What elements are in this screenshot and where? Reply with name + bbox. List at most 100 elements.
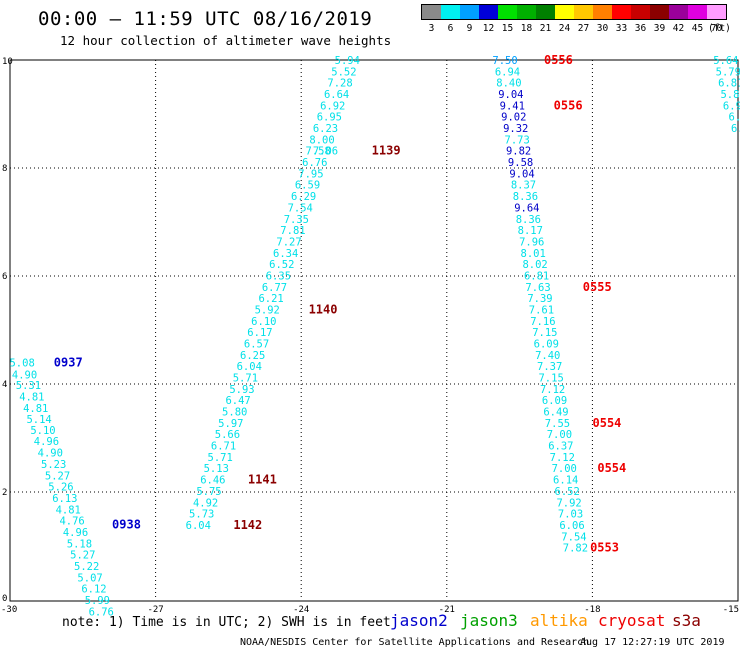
wave-height-point: 7.37 — [537, 361, 562, 373]
wave-height-point: 6.46 — [200, 475, 225, 487]
wave-height-point: 8.40 — [496, 78, 521, 90]
wave-height-point: 7.63 — [525, 282, 550, 294]
y-tick-label: 0 — [2, 594, 7, 604]
wave-height-point: 7.81 — [280, 225, 305, 237]
wave-height-point: 5.93 — [229, 384, 254, 396]
legend-label: 70 — [711, 23, 723, 34]
wave-height-point: 6.52 — [269, 259, 294, 271]
wave-height-point: 6.76 — [89, 606, 114, 618]
wave-height-point: 8.01 — [521, 248, 546, 260]
wave-height-point: 6.21 — [258, 293, 283, 305]
footer-note: note: 1) Time is in UTC; 2) SWH is in fe… — [62, 615, 391, 630]
wave-height-point: 6.81 — [718, 78, 740, 90]
wave-height-point: 7.54 — [288, 202, 313, 214]
wave-height-point: 5.14 — [26, 414, 51, 426]
wave-height-point: 7.50 — [492, 55, 517, 67]
wave-height-point: 7.15 — [538, 373, 563, 385]
wave-height-point: 7.55 — [545, 418, 570, 430]
wave-height-point: 6.37 — [548, 441, 573, 453]
wave-height-point: 7.40 — [535, 350, 560, 362]
satellite-legend: jason2 jason3 altika cryosat s3a — [390, 611, 701, 630]
wave-height-point: 8.36 — [513, 191, 538, 203]
wave-height-point: 7.00 — [547, 429, 572, 441]
wave-height-point: 9.82 — [506, 146, 531, 158]
wave-height-point: 9.32 — [503, 123, 528, 135]
wave-height-point: 5.92 — [255, 304, 280, 316]
legend-label: 3 — [429, 23, 435, 34]
wave-height-point: 7.06 — [313, 146, 338, 158]
wave-height-point: 6.09 — [542, 395, 567, 407]
wave-height-point: 7.35 — [284, 214, 309, 226]
x-tick-label: -15 — [723, 605, 739, 615]
wave-height-point: 7.73 — [505, 134, 530, 146]
wave-height-point: 5.97 — [218, 418, 243, 430]
pass-time-label: 0937 — [54, 355, 83, 369]
wave-height-point: 5.73 — [189, 509, 214, 521]
wave-height-point: 6.94 — [495, 66, 520, 78]
pass-time-label: 0556 — [544, 53, 573, 67]
data-points: 5.084.905.314.814.815.145.104.964.905.23… — [9, 55, 740, 618]
pass-time-label: 0938 — [112, 517, 141, 531]
wave-height-point: 9.64 — [514, 202, 539, 214]
wave-height-point: 5.08 — [9, 357, 34, 369]
plot-frame — [9, 59, 739, 602]
wave-height-point: 7.00 — [552, 463, 577, 475]
legend-label: 30 — [597, 23, 609, 34]
legend-border — [421, 4, 727, 20]
wave-height-point: 5.13 — [204, 463, 229, 475]
legend-swatch — [536, 5, 555, 19]
satellite-label-s3a: s3a — [672, 611, 701, 630]
wave-height-point: 6.06 — [559, 520, 584, 532]
pass-time-label: 1141 — [248, 473, 277, 487]
axis-ticks: -30 -27 -24 -21 -18 -15 0 2 4 6 8 10 — [1, 57, 739, 615]
color-legend: 3 6 9 12 15 18 21 24 27 30 33 36 39 42 45 70 — [421, 4, 727, 34]
legend-unit-label: (ft) — [708, 23, 731, 34]
wave-height-point: 5.80 — [222, 407, 247, 419]
legend-swatch — [669, 5, 688, 19]
wave-height-point: 6.99 — [723, 100, 740, 112]
legend-label: 18 — [521, 23, 533, 34]
wave-height-point: 5.75 — [196, 486, 221, 498]
wave-height-point: 6.25 — [240, 350, 265, 362]
wave-height-point: 6.59 — [295, 180, 320, 192]
legend-swatch — [593, 5, 612, 19]
wave-height-point: 9.04 — [498, 89, 523, 101]
legend-swatch — [441, 5, 460, 19]
legend-swatch — [631, 5, 650, 19]
chart-subtitle: 12 hour collection of altimeter wave hei… — [60, 33, 391, 48]
wave-height-point: 6.17 — [247, 327, 272, 339]
wave-height-point: 4.96 — [34, 436, 59, 448]
legend-label: 36 — [635, 23, 647, 34]
wave-height-point: 9.58 — [508, 157, 533, 169]
wave-height-point: 6.92 — [320, 100, 345, 112]
wave-height-point: 6.09 — [534, 339, 559, 351]
wave-height-point: 4.90 — [12, 369, 37, 381]
wave-height-point: 7.92 — [556, 497, 581, 509]
pass-time-label: 1140 — [309, 302, 338, 316]
pass-time-label: 0553 — [590, 541, 619, 555]
legend-label: 9 — [467, 23, 473, 34]
grid-lines — [10, 60, 738, 600]
satellite-label-cryosat: cryosat — [598, 611, 665, 630]
wave-height-point: 6.35 — [266, 270, 291, 282]
wave-height-point: 5.10 — [30, 425, 55, 437]
legend-label: 27 — [578, 23, 589, 34]
wave-height-point: 7.16 — [530, 316, 555, 328]
wave-height-point: 7.12 — [540, 384, 565, 396]
satellite-label-altika: altika — [530, 611, 588, 630]
pass-time-label: 1139 — [372, 144, 401, 158]
wave-height-point: 5.26 — [48, 482, 73, 494]
pass-time-label: 0555 — [583, 280, 612, 294]
wave-height-point: 5.99 — [85, 595, 110, 607]
legend-swatch — [517, 5, 536, 19]
satellite-label-jason2: jason2 — [390, 611, 448, 630]
wave-height-point: 6.77 — [262, 282, 287, 294]
wave-height-point: 7.15 — [532, 327, 557, 339]
wave-height-point: 5.94 — [335, 55, 360, 67]
wave-height-point: 6.95 — [317, 112, 342, 124]
legend-swatch — [688, 5, 707, 19]
wave-height-point: 6.49 — [543, 407, 568, 419]
y-tick-label: 2 — [2, 488, 7, 498]
legend-swatch — [707, 5, 726, 19]
